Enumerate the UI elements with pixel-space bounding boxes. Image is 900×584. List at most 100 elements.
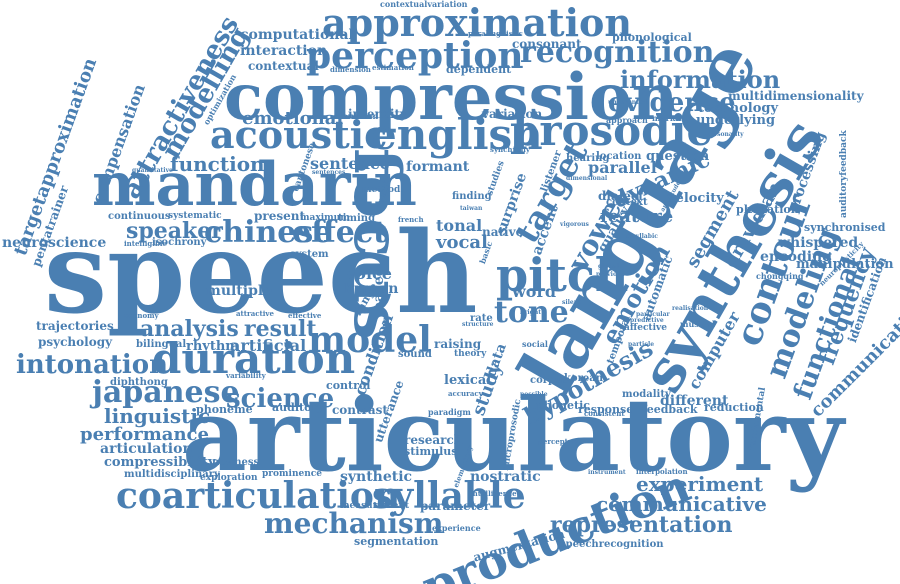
word-native: native bbox=[482, 225, 524, 239]
word-experiment: experiment bbox=[636, 472, 764, 496]
word-evidence: evidence bbox=[608, 88, 736, 118]
word-phonological: phonological bbox=[612, 31, 692, 44]
word-systematic: systematic bbox=[168, 211, 222, 221]
word-modality: modality bbox=[622, 389, 671, 400]
word-present: present bbox=[254, 209, 306, 223]
word-paradigm: paradigm bbox=[428, 407, 471, 417]
word-manipulation: manipulation bbox=[796, 257, 894, 272]
word-voice: voice bbox=[346, 264, 392, 283]
word-raising: raising bbox=[434, 337, 482, 351]
word-unaccented: unaccented bbox=[608, 99, 647, 106]
word-pitch: pitch bbox=[496, 248, 629, 302]
word-velocity: velocity bbox=[668, 191, 724, 206]
word-musical: musical bbox=[680, 319, 715, 329]
word-sentence: sentence bbox=[310, 154, 390, 173]
word-perceptual: perceptual bbox=[538, 437, 581, 446]
word-system: system bbox=[290, 249, 329, 260]
word-technology: technology bbox=[698, 101, 779, 116]
word-human: human bbox=[344, 281, 399, 297]
word-theory: theory bbox=[454, 349, 487, 359]
word-chinese: chinese bbox=[204, 215, 333, 250]
word-intelligence: intelligence bbox=[470, 489, 517, 498]
word-perception: perception bbox=[306, 35, 524, 77]
word-korean: korean bbox=[564, 373, 603, 384]
word-synchrony: synchrony bbox=[490, 145, 530, 154]
word-result: result bbox=[244, 316, 317, 342]
word-word: word bbox=[512, 282, 557, 301]
word-chongqing: chongqing bbox=[756, 271, 804, 281]
word-approximation: approximation bbox=[322, 0, 633, 45]
word-instrument: instrument bbox=[588, 469, 626, 476]
word-location: location bbox=[596, 151, 642, 162]
word-studies: studies bbox=[485, 159, 507, 198]
word-feature: feature bbox=[600, 206, 674, 227]
word-economy: economy bbox=[124, 311, 159, 320]
word-effect: effect bbox=[292, 215, 387, 250]
word-dependent: dependent bbox=[446, 63, 512, 76]
word-english: english bbox=[370, 110, 543, 159]
word-taiwan: taiwan bbox=[460, 205, 483, 212]
word-approach: approach bbox=[606, 115, 648, 125]
word-acoustic: acoustic bbox=[210, 112, 388, 157]
word-variability: variability bbox=[226, 371, 266, 380]
word-method: method bbox=[362, 185, 401, 195]
word-segmentation: segmentation bbox=[354, 535, 439, 548]
word-previous: previous bbox=[596, 271, 625, 278]
word-french: french bbox=[398, 215, 424, 224]
word-control: control bbox=[326, 379, 371, 392]
word-underlying: underlying bbox=[696, 113, 776, 128]
word-silent: silent bbox=[562, 299, 581, 306]
word-multiple: multiple bbox=[206, 283, 273, 299]
word-southern: southern bbox=[338, 111, 379, 121]
word-science: science bbox=[226, 384, 335, 414]
word-vigorous: vigorous bbox=[560, 221, 589, 228]
word-prosodic: prosodic bbox=[510, 106, 713, 155]
word-dimensional: dimensional bbox=[566, 175, 608, 182]
word-contextual: contextual bbox=[248, 59, 319, 73]
word-dialect: dialect bbox=[598, 189, 644, 203]
word-stimulus: stimulus bbox=[404, 445, 458, 458]
word-intensity: intensity bbox=[348, 107, 408, 121]
word-analysis: analysis bbox=[140, 316, 239, 342]
word-coarticulation: coarticulation bbox=[116, 475, 401, 517]
word-information: information bbox=[620, 65, 781, 94]
word-prominence: prominence bbox=[262, 469, 322, 479]
word-performance: performance bbox=[80, 424, 209, 445]
word-disyllabic: disyllabic bbox=[626, 233, 658, 240]
word-linguistic: linguistic bbox=[104, 404, 211, 428]
word-whispered: whispered bbox=[778, 235, 859, 251]
word-predictive: predictive bbox=[630, 317, 664, 324]
word-interaction: interaction bbox=[240, 43, 328, 59]
word-feedback: feedback bbox=[642, 403, 698, 416]
word-intelligible: intelligible bbox=[124, 239, 167, 248]
word-compression: compression bbox=[224, 60, 679, 135]
word-corpus: corpus bbox=[530, 375, 568, 386]
word-mandarin: mandarin bbox=[92, 150, 417, 220]
word-based: based bbox=[371, 266, 387, 312]
word-duration: duration bbox=[152, 334, 356, 383]
word-phonation: phonation bbox=[736, 203, 799, 216]
word-phonetic: phonetic bbox=[536, 399, 590, 412]
word-quantitative: quantitative bbox=[132, 167, 173, 174]
word-speechrecognition: speechrecognition bbox=[560, 539, 664, 550]
word-paralinguistic: paralinguistic bbox=[468, 29, 523, 38]
word-affective: affective bbox=[624, 323, 667, 333]
word-interpolation: interpolation bbox=[636, 467, 688, 476]
word-isochrony: isochrony bbox=[152, 237, 207, 248]
word-tone: tone bbox=[494, 295, 569, 330]
word-bilingual: bilingual bbox=[136, 339, 187, 350]
word-realisation: realisation bbox=[672, 305, 709, 312]
word-intonation: intonation bbox=[16, 350, 169, 380]
word-speaker: speaker bbox=[126, 218, 223, 244]
word-synchronised: synchronised bbox=[804, 221, 886, 234]
word-consonant: consonant bbox=[512, 37, 582, 51]
word-finding: finding bbox=[452, 191, 492, 202]
word-research: research bbox=[404, 433, 463, 447]
word-attractive: attractive bbox=[236, 309, 274, 318]
word-continuous: continuous bbox=[108, 211, 171, 222]
word-rate: rate bbox=[470, 313, 493, 324]
word-measurement: measurement bbox=[340, 501, 410, 511]
word-trajectories: trajectories bbox=[36, 319, 114, 333]
word-parameter: parameter bbox=[420, 499, 491, 513]
